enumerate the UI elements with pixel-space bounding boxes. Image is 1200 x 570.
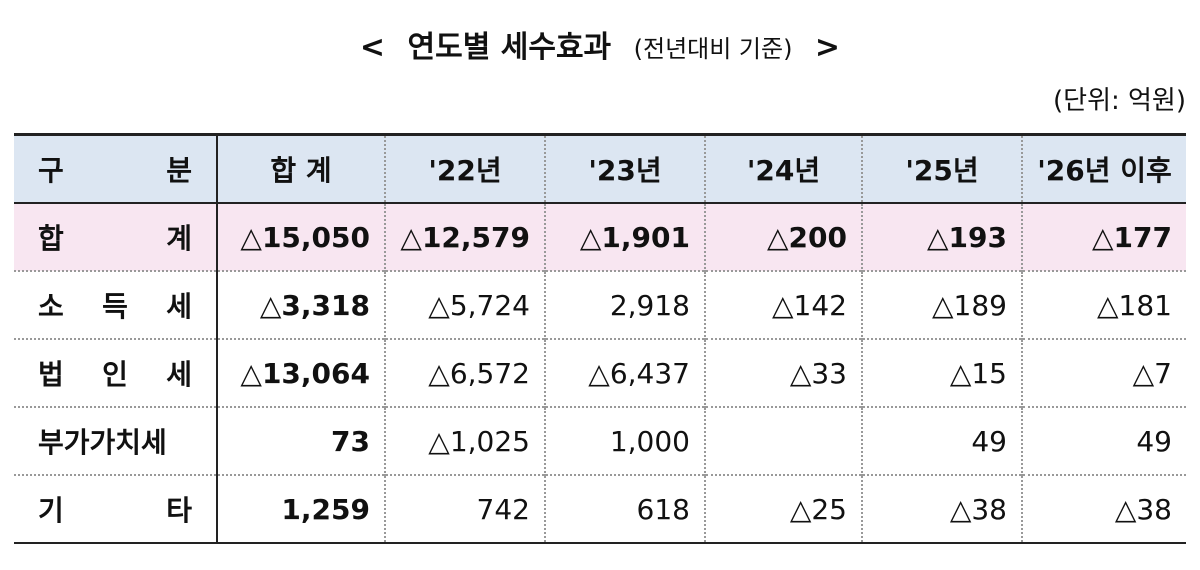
row-label: 기 타 — [14, 474, 218, 543]
value-cell: 742 — [384, 474, 545, 543]
value-cell: △33 — [704, 338, 862, 407]
value-cell: △15,050 — [240, 220, 370, 254]
title: < 연도별 세수효과 (전년대비 기준) > — [0, 22, 1200, 66]
value-cell: △1,901 — [544, 203, 705, 271]
row-label: 법 인 세 — [14, 338, 218, 407]
value-cell: △3,318 — [217, 270, 385, 339]
row-label: 부가가치세 — [14, 406, 218, 475]
value-cell — [704, 406, 862, 475]
value-cell: △12,579 — [384, 203, 545, 271]
value-cell: 73 — [217, 406, 385, 475]
table-row: 합 계 △15,050 △12,579 △1,901 △200 △193 △177 — [14, 203, 1186, 271]
header-cell: '22년 — [384, 134, 545, 203]
value-cell: 1,000 — [544, 406, 705, 475]
value-cell: △193 — [861, 203, 1022, 271]
unit-label: (단위: 억원) — [1053, 86, 1186, 116]
header-cell: '25년 — [861, 134, 1022, 203]
value-cell: △25 — [704, 474, 862, 543]
value-cell: △13,064 — [217, 338, 385, 407]
value-cell: △200 — [704, 203, 862, 271]
header-row: 구 분 합 계 '22년 '23년 '24년 '25년 '26년 이후 — [14, 134, 1186, 203]
value-cell: △6,437 — [544, 338, 705, 407]
title-main: 연도별 세수효과 — [407, 30, 612, 65]
header-cell: 합 계 — [270, 154, 332, 187]
value-cell: 49 — [861, 406, 1022, 475]
value-cell: 2,918 — [544, 270, 705, 339]
title-open: < — [359, 30, 386, 65]
value-cell: 618 — [544, 474, 705, 543]
row-label: 소 득 세 — [14, 270, 218, 339]
value-cell: △38 — [1021, 474, 1186, 543]
header-cell: '24년 — [704, 134, 862, 203]
header-cell: '26년 이후 — [1021, 134, 1186, 203]
table-row: 소 득 세 △3,318 △5,724 2,918 △142 △189 △181 — [14, 270, 1186, 339]
value-cell: △6,572 — [384, 338, 545, 407]
value-cell: △38 — [861, 474, 1022, 543]
value-cell: 1,259 — [217, 474, 385, 543]
table-row: 법 인 세 △13,064 △6,572 △6,437 △33 △15 △7 — [14, 338, 1186, 407]
table-body: 합 계 △15,050 △12,579 △1,901 △200 △193 △177 소 득 세… — [14, 203, 1186, 543]
header-cell: '23년 — [544, 134, 705, 203]
value-cell: △5,724 — [384, 270, 545, 339]
value-cell: △181 — [1021, 270, 1186, 339]
row-label: 합 계 — [14, 203, 218, 271]
header-cell: 구 분 — [14, 134, 218, 203]
table-row: 기 타 1,259 742 618 △25 △38 △38 — [14, 474, 1186, 543]
value-cell: △142 — [704, 270, 862, 339]
value-cell: △189 — [861, 270, 1022, 339]
value-cell: △15 — [861, 338, 1022, 407]
title-note: (전년대비 기준) — [633, 35, 793, 63]
value-cell: △177 — [1021, 203, 1186, 271]
value-cell: △1,025 — [384, 406, 545, 475]
value-cell: 49 — [1021, 406, 1186, 475]
table-row: 부가가치세 73 △1,025 1,000 49 49 — [14, 406, 1186, 475]
title-close: > — [814, 30, 841, 65]
value-cell: △7 — [1021, 338, 1186, 407]
